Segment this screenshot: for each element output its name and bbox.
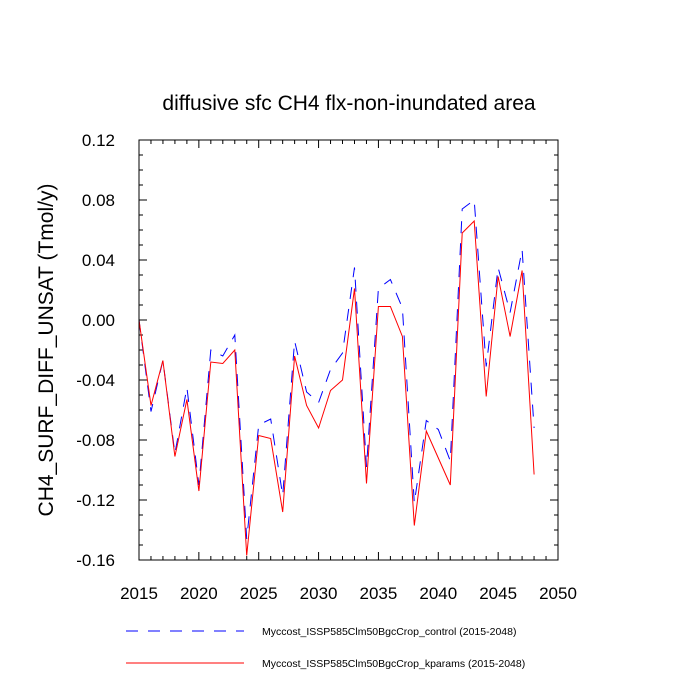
y-tick-label: -0.04 <box>76 371 115 390</box>
x-tick-label: 2040 <box>419 584 457 603</box>
y-tick-label: 0.00 <box>82 311 115 330</box>
chart-title: diffusive sfc CH4 flx-non-inundated area <box>162 92 535 115</box>
y-tick-label: 0.04 <box>82 251 115 270</box>
x-tick-label: 2025 <box>240 584 278 603</box>
x-tick-label: 2015 <box>120 584 158 603</box>
x-tick-label: 2030 <box>300 584 338 603</box>
y-tick-label: -0.16 <box>76 551 115 570</box>
y-tick-label: 0.08 <box>82 191 115 210</box>
y-axis-label: CH4_SURF_DIFF_UNSAT (Tmol/y) <box>35 184 58 517</box>
plot-frame <box>138 139 559 561</box>
x-tick-label: 2020 <box>180 584 218 603</box>
x-tick-label: 2045 <box>479 584 517 603</box>
y-tick-label: -0.12 <box>76 491 115 510</box>
legend-label-control: Myccost_ISSP585Clm50BgcCrop_control (201… <box>262 626 516 638</box>
x-tick-label: 2035 <box>360 584 398 603</box>
x-tick-label: 2050 <box>539 584 577 603</box>
y-tick-label: -0.08 <box>76 431 115 450</box>
series-line-control <box>138 199 535 540</box>
y-tick-label: 0.12 <box>82 131 115 150</box>
series-line-kparams <box>138 219 535 556</box>
legend-label-kparams: Myccost_ISSP585Clm50BgcCrop_kparams (201… <box>262 658 525 670</box>
